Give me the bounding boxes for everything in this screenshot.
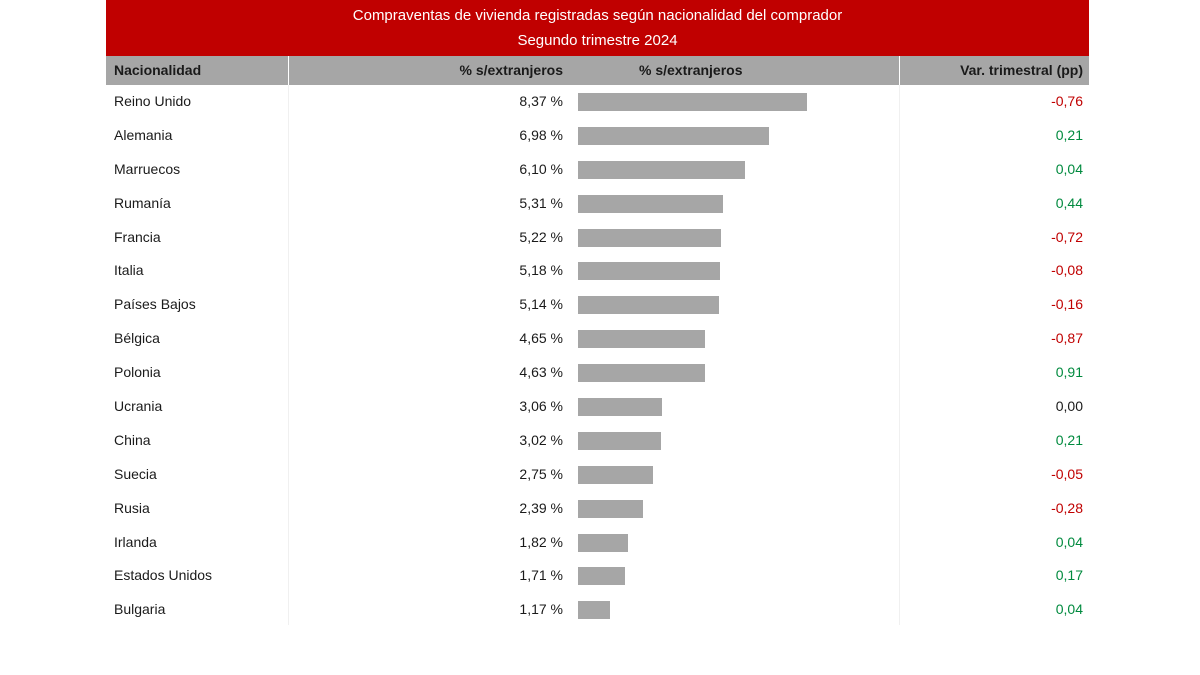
pct-value-label: 6,10 % [519, 160, 563, 177]
pct-bar [578, 93, 807, 111]
pct-value-label: 1,71 % [519, 567, 563, 584]
var-trimestral-label: 0,04 [1055, 601, 1083, 618]
var-trimestral-label: -0,28 [1051, 499, 1083, 516]
pct-bar [578, 296, 719, 315]
var-trimestral-label: 0,91 [1055, 364, 1083, 381]
pct-value-label: 1,82 % [519, 533, 563, 550]
var-trimestral-label: 0,21 [1055, 431, 1083, 448]
pct-value-label: 3,02 % [519, 431, 563, 448]
var-trimestral-label: 0,00 [1055, 398, 1083, 415]
var-trimestral-label: -0,76 [1051, 93, 1083, 109]
pct-value-label: 1,17 % [519, 601, 563, 618]
table-row: Bulgaria 1,17 % 0,04 [106, 593, 1089, 627]
pct-bar [578, 126, 769, 145]
column-divider [899, 85, 900, 625]
table-header: Nacionalidad % s/extranjeros % s/extranj… [106, 56, 1089, 85]
var-trimestral-label: 0,21 [1055, 126, 1083, 143]
nationality-label: Italia [114, 262, 144, 279]
var-trimestral-label: 0,04 [1055, 533, 1083, 550]
table-row: Países Bajos 5,14 % -0,16 [106, 288, 1089, 322]
nationality-label: Irlanda [114, 533, 157, 550]
table-row: China 3,02 % 0,21 [106, 424, 1089, 458]
column-divider [288, 85, 289, 625]
pct-bar [578, 160, 745, 179]
var-trimestral-label: -0,08 [1051, 262, 1083, 279]
header-pct-bar: % s/extranjeros [639, 62, 743, 78]
nationality-label: Suecia [114, 465, 157, 482]
nationality-label: China [114, 431, 151, 448]
table-row: Marruecos 6,10 % 0,04 [106, 153, 1089, 187]
header-divider [899, 56, 900, 85]
nationality-label: Estados Unidos [114, 567, 213, 584]
report-table: Compraventas de vivienda registradas seg… [106, 0, 1089, 627]
nationality-label: Polonia [114, 364, 161, 381]
pct-value-label: 5,14 % [519, 296, 563, 313]
var-trimestral-label: -0,72 [1051, 228, 1083, 245]
pct-value-label: 4,63 % [519, 364, 563, 381]
nationality-label: Marruecos [114, 160, 181, 177]
table-row: Alemania 6,98 % 0,21 [106, 119, 1089, 153]
pct-bar [578, 533, 628, 552]
var-trimestral-label: 0,04 [1055, 160, 1083, 177]
chart-subtitle: Segundo trimestre 2024 [517, 32, 678, 49]
title-banner: Compraventas de vivienda registradas seg… [106, 0, 1089, 56]
pct-bar [578, 465, 653, 484]
pct-bar [578, 262, 720, 281]
nationality-label: Rumanía [114, 194, 171, 211]
var-trimestral-label: 0,17 [1055, 567, 1083, 584]
var-trimestral-label: -0,16 [1051, 296, 1083, 313]
pct-value-label: 2,39 % [519, 499, 563, 516]
pct-value-label: 2,75 % [519, 465, 563, 482]
table-body: Reino Unido 8,37 % -0,76 Alemania 6,98 % 0,21… [106, 85, 1089, 627]
var-trimestral-label: -0,05 [1051, 465, 1083, 482]
pct-bar [578, 330, 705, 349]
header-pct: % s/extranjeros [459, 62, 564, 78]
pct-bar [578, 228, 721, 247]
pct-value-label: 6,98 % [519, 126, 563, 143]
nationality-label: Alemania [114, 126, 173, 143]
table-row: Suecia 2,75 % -0,05 [106, 458, 1089, 492]
table-row: Italia 5,18 % -0,08 [106, 254, 1089, 288]
pct-value-label: 8,37 % [519, 93, 563, 109]
header-divider [288, 56, 289, 85]
pct-bar [578, 364, 705, 383]
header-nationality: Nacionalidad [114, 62, 202, 78]
header-var: Var. trimestral (pp) [960, 62, 1083, 78]
table-row: Estados Unidos 1,71 % 0,17 [106, 559, 1089, 593]
pct-bar [578, 499, 643, 518]
pct-bar [578, 567, 625, 586]
nationality-label: Bulgaria [114, 601, 166, 618]
table-row: Francia 5,22 % -0,72 [106, 221, 1089, 255]
nationality-label: Países Bajos [114, 296, 196, 313]
var-trimestral-label: -0,87 [1051, 330, 1083, 347]
table-row: Reino Unido 8,37 % -0,76 [106, 85, 1089, 119]
pct-bar [578, 194, 723, 213]
pct-value-label: 5,22 % [519, 228, 563, 245]
table-row: Ucrania 3,06 % 0,00 [106, 390, 1089, 424]
pct-value-label: 3,06 % [519, 398, 563, 415]
table-row: Polonia 4,63 % 0,91 [106, 356, 1089, 390]
nationality-label: Francia [114, 228, 161, 245]
pct-bar [578, 398, 662, 417]
table-row: Rusia 2,39 % -0,28 [106, 492, 1089, 526]
chart-title: Compraventas de vivienda registradas seg… [352, 7, 843, 24]
nationality-label: Reino Unido [114, 93, 192, 109]
pct-value-label: 5,18 % [519, 262, 563, 279]
pct-value-label: 4,65 % [519, 330, 563, 347]
table-row: Rumanía 5,31 % 0,44 [106, 187, 1089, 221]
table-row: Irlanda 1,82 % 0,04 [106, 526, 1089, 560]
table-row: Bélgica 4,65 % -0,87 [106, 322, 1089, 356]
var-trimestral-label: 0,44 [1055, 194, 1083, 211]
nationality-label: Rusia [114, 499, 150, 516]
pct-bar [578, 601, 610, 620]
nationality-label: Bélgica [114, 330, 160, 347]
pct-value-label: 5,31 % [519, 194, 563, 211]
nationality-label: Ucrania [114, 398, 163, 415]
pct-bar [578, 431, 661, 450]
